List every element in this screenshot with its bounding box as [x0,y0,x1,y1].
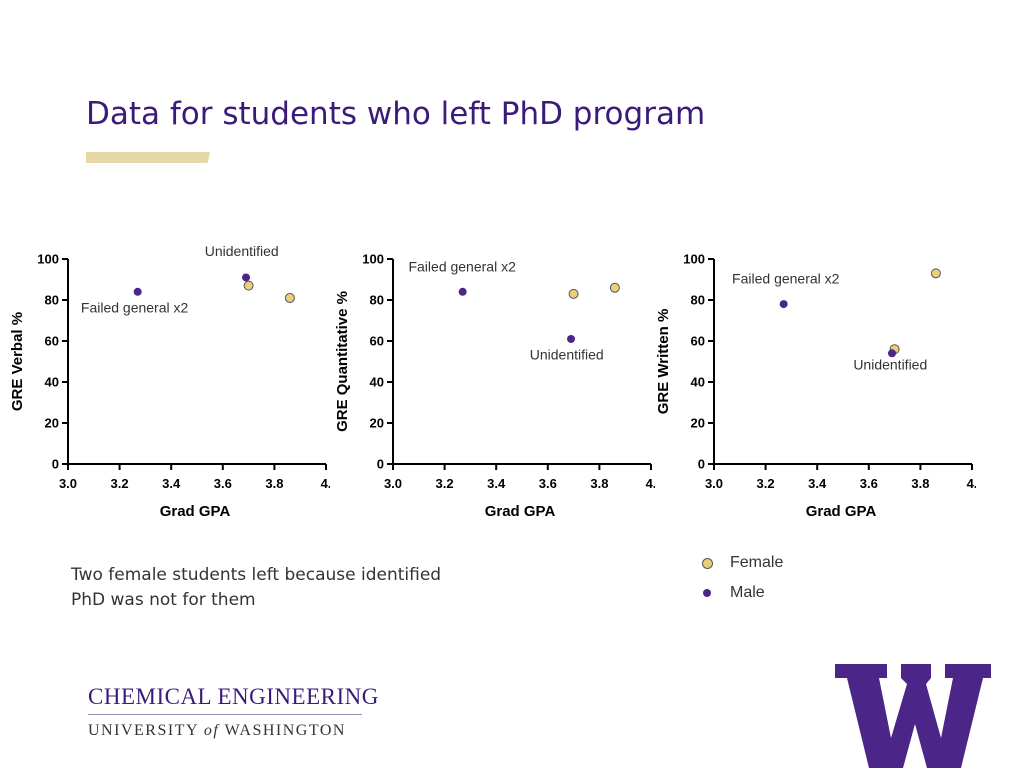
data-point-male [779,300,788,309]
x-tick-label: 3.8 [590,476,608,491]
annotation-label: Unidentified [530,346,604,362]
y-tick-label: 0 [698,457,705,472]
chart-gre-quantitative: 0 20 40 60 80 100 3.0 3.2 3.4 3.6 3.8 4. Grad GPA GRE… [325,240,655,530]
y-tick-label: 20 [691,416,705,431]
data-point-male [458,287,467,296]
x-axis-label: Grad GPA [160,503,231,520]
annotation-label: Failed general x2 [732,271,840,287]
y-tick-label: 60 [691,334,705,349]
x-tick-label: 4. [321,476,330,491]
x-tick-label: 3.4 [808,476,827,491]
y-tick-label: 100 [362,252,384,267]
x-tick-label: 3.4 [162,476,181,491]
data-point-female [284,292,295,303]
x-axis-label: Grad GPA [806,503,877,520]
y-tick-label: 20 [370,416,384,431]
note-text: Two female students left because identif… [71,563,441,613]
data-point-female [568,288,579,299]
uw-w-logo-icon [835,664,991,768]
y-tick-label: 80 [45,293,59,308]
y-tick-label: 80 [370,293,384,308]
chart-gre-verbal: 0 20 40 60 80 100 3.0 3.2 3.4 3.6 3.8 4. Grad GPA GRE… [0,240,330,530]
y-tick-label: 20 [45,416,59,431]
x-tick-label: 4. [646,476,655,491]
x-tick-label: 3.2 [436,476,454,491]
legend-label-female: Female [730,554,784,571]
y-tick-label: 60 [45,334,59,349]
x-tick-label: 3.2 [111,476,129,491]
chart-gre-written: 0 20 40 60 80 100 3.0 3.2 3.4 3.6 3.8 4. Grad GPA GRE… [646,240,976,530]
y-axis-label: GRE Written % [655,309,672,415]
y-tick-label: 100 [683,252,705,267]
title-accent-bar [86,152,210,163]
female-marker-icon [701,557,713,569]
x-tick-label: 3.6 [860,476,878,491]
x-tick-label: 3.2 [757,476,775,491]
annotation-label: Failed general x2 [81,299,189,315]
x-tick-label: 3.4 [487,476,506,491]
university-name: UNIVERSITY of WASHINGTON [88,722,346,739]
x-tick-label: 3.6 [539,476,557,491]
x-axis-label: Grad GPA [485,503,556,520]
y-tick-label: 40 [691,375,705,390]
y-tick-label: 0 [52,457,59,472]
annotation-label: Unidentified [853,357,927,373]
x-tick-label: 3.0 [384,476,402,491]
note-line-2: PhD was not for them [71,590,256,610]
y-axis-label: GRE Quantitative % [334,291,351,432]
legend-item-female: Female [698,548,783,578]
y-tick-label: 40 [370,375,384,390]
x-tick-label: 3.6 [214,476,232,491]
y-tick-label: 60 [370,334,384,349]
data-point-male [888,349,897,358]
y-tick-label: 0 [377,457,384,472]
annotation-label: Unidentified [205,243,279,259]
male-marker-icon [703,589,711,597]
x-tick-label: 3.0 [59,476,77,491]
footer-divider [88,714,362,715]
data-point-female [930,268,941,279]
department-name: CHEMICAL ENGINEERING [88,684,379,709]
x-tick-label: 3.0 [705,476,723,491]
data-point-male [133,287,142,296]
y-tick-label: 100 [37,252,59,267]
note-line-1: Two female students left because identif… [71,565,442,585]
x-tick-label: 4. [967,476,976,491]
x-tick-label: 3.8 [265,476,283,491]
legend-item-male: Male [698,578,783,608]
data-point-female [609,282,620,293]
legend: Female Male [698,548,783,608]
x-tick-label: 3.8 [911,476,929,491]
slide-title: Data for students who left PhD program [86,96,706,132]
y-tick-label: 40 [45,375,59,390]
data-point-male [242,273,251,282]
data-point-female [243,280,254,291]
y-tick-label: 80 [691,293,705,308]
y-axis-label: GRE Verbal % [9,312,26,411]
annotation-label: Failed general x2 [408,258,516,274]
data-point-male [567,334,576,343]
legend-label-male: Male [730,584,765,601]
